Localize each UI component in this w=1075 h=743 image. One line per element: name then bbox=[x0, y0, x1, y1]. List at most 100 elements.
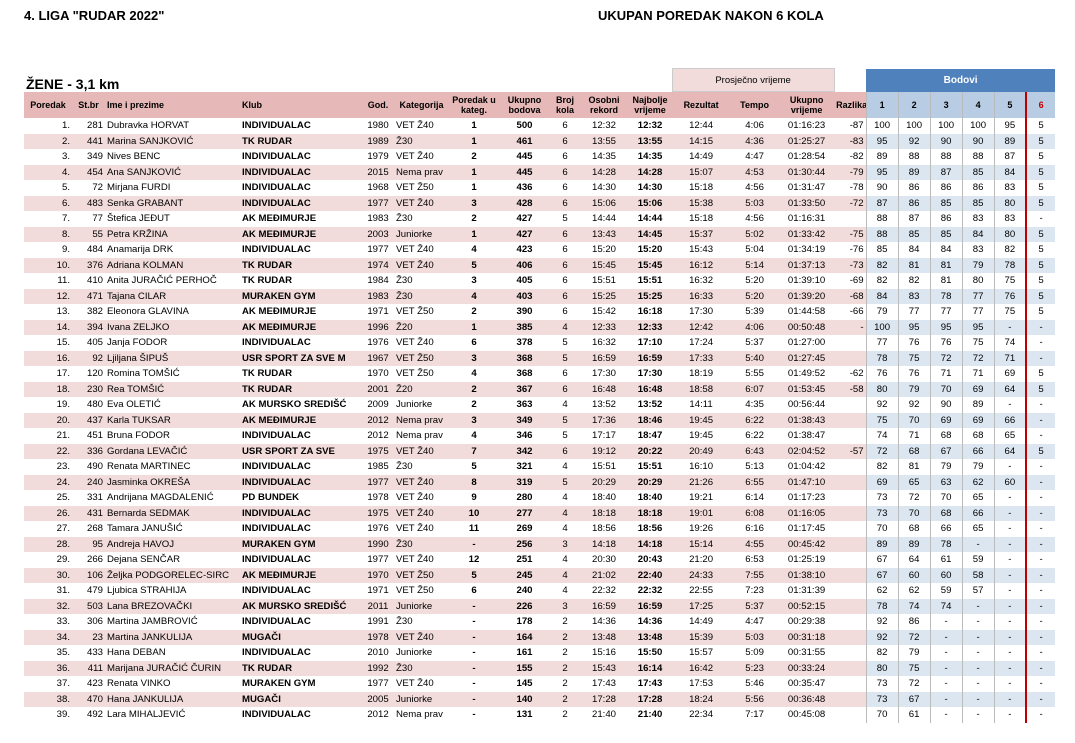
table-cell: 66 bbox=[961, 443, 995, 459]
table-cell: 15:07 bbox=[672, 164, 731, 180]
table-cell: 15:39 bbox=[672, 629, 731, 645]
table-cell: Tajana CILAR bbox=[105, 288, 240, 304]
table-cell: 4 bbox=[562, 585, 568, 597]
table-cell: - bbox=[993, 536, 1027, 552]
table-cell: 88 bbox=[929, 149, 963, 165]
table-cell: 86 bbox=[961, 180, 995, 196]
table-cell: 72 bbox=[865, 443, 899, 459]
table-cell: 67 bbox=[865, 567, 899, 583]
table-cell: 68 bbox=[929, 505, 963, 521]
table-cell: 100 bbox=[929, 118, 963, 134]
table-row: 29. 266 Dejana SENČAR INDIVIDUALAC 1977 VET Ž… bbox=[24, 552, 1056, 568]
table-cell: 18:18 bbox=[628, 505, 673, 521]
table-cell: 2003 bbox=[362, 226, 394, 242]
table-cell: Nema prav bbox=[394, 164, 449, 180]
table-cell: Anita JURAČIĆ PERHOČ bbox=[107, 275, 217, 287]
table-row: 34. 23 Martina JANKULIJA MUGAČI 1978 VET Ž40-… bbox=[24, 629, 1056, 645]
table-cell: 492 bbox=[86, 709, 103, 721]
table-cell: 1983 bbox=[362, 288, 394, 304]
table-cell: 13. bbox=[56, 306, 70, 318]
table-cell: 72 bbox=[92, 182, 103, 194]
table-cell: 01:16:31 bbox=[787, 213, 826, 225]
table-cell: 13:48 bbox=[628, 629, 673, 645]
table-cell: 403 bbox=[499, 288, 550, 304]
table-cell: 21:20 bbox=[689, 554, 714, 566]
table-cell: 14:18 bbox=[628, 536, 673, 552]
table-cell: 80 bbox=[865, 381, 899, 397]
table-cell: 37. bbox=[56, 678, 70, 690]
table-cell: 02:04:52 bbox=[779, 443, 835, 459]
column-header: Ukupno vrijeme bbox=[779, 91, 835, 118]
table-cell: - bbox=[1025, 521, 1056, 537]
table-cell: 15. bbox=[56, 337, 70, 349]
table-cell: 4:06 bbox=[730, 319, 780, 335]
table-cell: -87 bbox=[849, 120, 864, 132]
table-cell: - bbox=[993, 707, 1027, 723]
table-cell: 461 bbox=[499, 133, 550, 149]
table-cell: 4:55 bbox=[730, 536, 780, 552]
table-cell: 13:52 bbox=[591, 399, 616, 411]
table-cell: 61 bbox=[897, 707, 931, 723]
table-cell: 00:35:47 bbox=[787, 678, 826, 690]
table-cell: VET Ž50 bbox=[396, 182, 434, 194]
table-cell: 12. bbox=[24, 288, 72, 304]
table-cell: - bbox=[1025, 691, 1056, 707]
table-row: 25. 331 Andrijana MAGDALENIĆ PD BUNDEK 1978 V… bbox=[24, 490, 1056, 506]
table-cell: 423 bbox=[86, 678, 103, 690]
table-cell: 86 bbox=[929, 211, 963, 227]
table-cell: 19. bbox=[56, 399, 70, 411]
table-cell: 28. bbox=[24, 536, 72, 552]
table-cell: 5:56 bbox=[730, 691, 780, 707]
table-cell: - bbox=[929, 629, 963, 645]
table-cell: VET Ž40 bbox=[396, 337, 434, 349]
table-cell: 75 bbox=[897, 660, 931, 676]
table-cell: 89 bbox=[865, 536, 899, 552]
table-cell: 16:59 bbox=[628, 350, 673, 366]
table-cell: 411 bbox=[72, 660, 105, 676]
table-row: 38. 470 Hana JANKULIJA MUGAČI 2005 Juniorke -1… bbox=[24, 691, 1056, 707]
table-cell: 6 bbox=[550, 195, 580, 211]
table-cell: 77 bbox=[92, 213, 103, 225]
table-cell: 266 bbox=[86, 554, 103, 566]
table-cell: 245 bbox=[499, 567, 550, 583]
table-cell: 86 bbox=[897, 180, 931, 196]
table-cell: - bbox=[1025, 707, 1056, 723]
table-cell: 00:31:55 bbox=[787, 647, 826, 659]
table-cell: - bbox=[1025, 645, 1056, 661]
table-cell: 92 bbox=[897, 397, 931, 413]
table-cell bbox=[834, 691, 867, 707]
table-cell: 6 bbox=[550, 288, 580, 304]
table-cell: Štefica JEĐUT bbox=[107, 213, 170, 225]
table-cell: 6 bbox=[550, 381, 580, 397]
table-cell: - bbox=[993, 691, 1027, 707]
table-cell: 251 bbox=[516, 554, 533, 566]
table-cell: 6:43 bbox=[730, 443, 780, 459]
table-cell: 01:17:45 bbox=[787, 523, 826, 535]
column-header: Osobni rekord bbox=[580, 91, 628, 118]
table-cell: 5 bbox=[1025, 164, 1056, 180]
table-cell: 16:14 bbox=[628, 660, 673, 676]
table-cell: -66 bbox=[849, 306, 864, 318]
table-cell: 5 bbox=[562, 213, 568, 225]
column-header: God. bbox=[362, 91, 394, 118]
table-cell: 6:08 bbox=[730, 505, 780, 521]
table-cell: 15:42 bbox=[591, 306, 616, 318]
table-cell: 31. bbox=[56, 585, 70, 597]
table-cell: 15:45 bbox=[628, 257, 673, 273]
table-cell: Ž30 bbox=[394, 660, 449, 676]
table-cell: 69 bbox=[961, 412, 995, 428]
table-cell: 2 bbox=[550, 660, 580, 676]
table-cell: 14:18 bbox=[580, 536, 628, 552]
table-cell: 346 bbox=[516, 430, 533, 442]
table-cell: 12 bbox=[468, 554, 480, 566]
table-cell: Juniorke bbox=[396, 399, 433, 411]
table-cell: - bbox=[1025, 505, 1056, 521]
table-cell: -75 bbox=[834, 226, 867, 242]
table-cell: VET Ž40 bbox=[394, 505, 449, 521]
table-cell: - bbox=[449, 660, 499, 676]
table-cell: 89 bbox=[993, 133, 1027, 149]
table-cell: 01:16:05 bbox=[779, 505, 835, 521]
table-cell: 26. bbox=[24, 505, 72, 521]
table-cell: 88 bbox=[865, 226, 899, 242]
table-cell: 100 bbox=[897, 118, 931, 134]
